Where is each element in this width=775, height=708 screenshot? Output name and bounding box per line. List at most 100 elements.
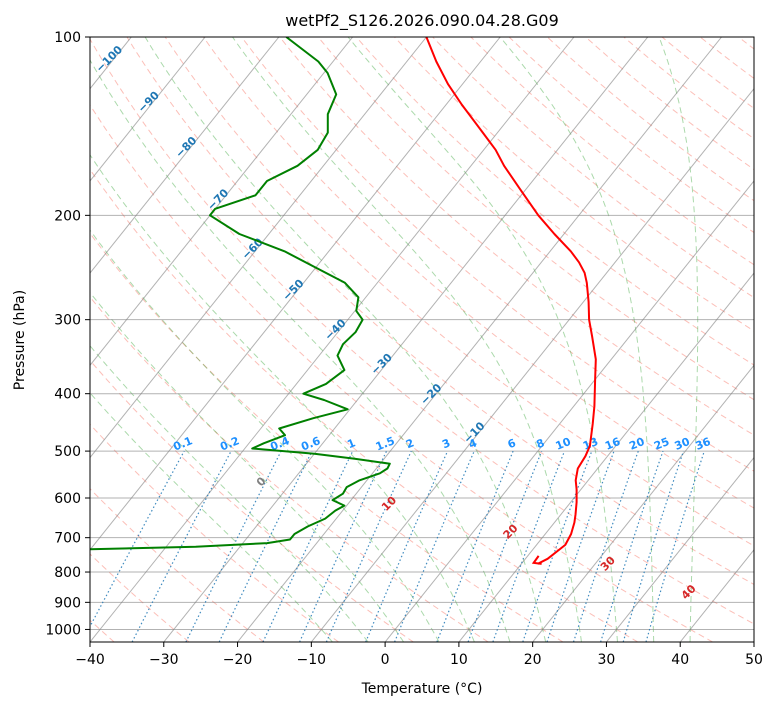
y-tick-label: 100 (54, 30, 81, 46)
dry-adiabat-label: −90 (135, 89, 162, 116)
x-tick-label: −20 (223, 652, 253, 668)
y-tick-label: 700 (54, 531, 81, 547)
y-tick-label: 800 (54, 565, 81, 581)
moist-adiabat-line (499, 37, 655, 642)
isotherm-line (90, 37, 427, 459)
mixing-ratio-label: 25 (652, 435, 671, 453)
moist-adiabat-line (347, 37, 618, 642)
plot-frame (89, 36, 755, 643)
moist-adiabat-line (90, 291, 405, 642)
mixing-ratio-label: 6 (506, 436, 518, 451)
moist-adiabat-line (90, 229, 440, 642)
x-tick-label: 20 (524, 652, 542, 668)
mixing-ratio-line (262, 450, 354, 642)
mixing-ratio-line (299, 450, 388, 642)
mixing-ratio-label: 16 (603, 435, 622, 453)
dry-adiabat-line (738, 37, 754, 50)
moist-adiabat-label: 20 (501, 521, 521, 541)
dry-adiabats (90, 37, 754, 642)
x-tick-label: −10 (297, 652, 327, 668)
isotherms (0, 37, 754, 642)
dry-adiabat-label: −80 (173, 134, 200, 161)
x-tick-label: 0 (381, 652, 390, 668)
moist-adiabat-line (658, 37, 699, 642)
x-tick-label: −30 (149, 652, 179, 668)
moist-adiabat-line (90, 392, 333, 642)
isobars (90, 37, 754, 630)
mixing-ratio-line (365, 450, 449, 642)
mixing-ratio-label: 30 (673, 435, 692, 453)
dry-adiabat-line (90, 168, 639, 642)
x-axis-label: Temperature (°C) (361, 681, 483, 697)
dry-adiabat-line (394, 37, 754, 332)
mixing-ratio-line (436, 450, 514, 642)
mixing-ratio-line (394, 450, 475, 642)
isotherm-line (90, 37, 354, 367)
y-tick-label: 300 (54, 313, 81, 329)
x-axis-ticks: −40 −30 −20 −10 0 10 20 30 40 50 (75, 642, 763, 668)
dry-adiabat-line (699, 37, 754, 80)
mixing-ratio-line (546, 450, 615, 642)
mixing-ratio-line (325, 450, 412, 642)
dry-adiabat-line (202, 37, 754, 509)
dry-adiabat-line (90, 423, 339, 642)
dry-adiabat-label: −30 (368, 351, 395, 378)
moist-adiabat-label: 10 (379, 494, 399, 514)
y-tick-label: 600 (54, 491, 81, 507)
mixing-ratio-label: 20 (627, 435, 646, 453)
mixing-ratio-line (622, 450, 685, 642)
mixing-ratio-label: 36 (693, 435, 712, 453)
y-tick-label: 1000 (45, 622, 81, 638)
dry-adiabat-line (279, 37, 754, 436)
isotherm-line (90, 37, 575, 642)
isotherm-line (90, 37, 280, 274)
x-tick-label: 10 (450, 652, 468, 668)
x-tick-label: 40 (671, 652, 689, 668)
isotherm-line (237, 37, 722, 642)
mixing-ratio-label: 1 (345, 436, 357, 451)
dry-adiabat-label: −50 (280, 277, 307, 304)
dry-adiabat-line (585, 37, 754, 171)
dry-adiabat-line (355, 37, 754, 366)
isotherm-line (606, 456, 754, 642)
x-tick-label: 30 (598, 652, 616, 668)
moist-adiabat-line (90, 344, 369, 642)
y-tick-label: 500 (54, 444, 81, 460)
dewpoint-profile-line (90, 37, 391, 551)
dry-adiabat-line (546, 37, 754, 202)
isotherm-line (458, 272, 754, 642)
mixing-ratio-label: 2 (404, 436, 416, 451)
dry-adiabat-line (126, 37, 754, 586)
dry-adiabat-line (317, 37, 754, 401)
mixing-ratio-line (522, 450, 593, 642)
moist-adiabat-line (90, 153, 475, 642)
isotherm-line (90, 37, 501, 551)
isotherm-line (0, 37, 58, 642)
isotherm-line (384, 180, 754, 642)
y-tick-label: 200 (54, 208, 81, 224)
mixing-ratio-line (645, 450, 705, 642)
dry-adiabat-line (90, 104, 713, 642)
isotherm-line (679, 548, 754, 642)
mixing-ratio-label: 3 (440, 436, 452, 451)
dry-adiabat-line (90, 38, 754, 625)
mixing-ratio-line (600, 450, 664, 642)
mixing-ratio-line (218, 450, 313, 642)
moist-adiabat-line (90, 59, 511, 642)
wind-barb-marker (531, 555, 542, 565)
moist-adiabat-line (232, 37, 582, 642)
mixing-ratio-line (90, 450, 185, 628)
x-tick-label: −40 (75, 652, 105, 668)
y-tick-label: 900 (54, 595, 81, 611)
y-axis-ticks: 100 200 300 400 500 600 700 800 900 1000 (45, 30, 90, 638)
dry-adiabat-label: −100 (93, 43, 125, 75)
dry-adiabat-line (90, 296, 489, 642)
dry-adiabat-label: −70 (205, 186, 232, 213)
dry-adiabat-line (90, 553, 190, 642)
dry-adiabat-label: −40 (322, 316, 349, 343)
dry-adiabat-line (432, 37, 754, 299)
y-tick-label: 400 (54, 387, 81, 403)
isotherm-line (532, 364, 754, 642)
moist-adiabat-label: 40 (679, 582, 699, 602)
